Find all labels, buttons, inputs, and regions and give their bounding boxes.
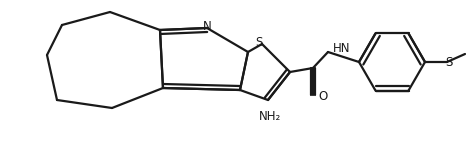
Text: N: N — [203, 20, 212, 34]
Text: S: S — [255, 37, 263, 49]
Text: HN: HN — [333, 41, 350, 54]
Text: S: S — [445, 56, 452, 68]
Text: O: O — [318, 90, 328, 103]
Text: NH₂: NH₂ — [259, 110, 281, 122]
